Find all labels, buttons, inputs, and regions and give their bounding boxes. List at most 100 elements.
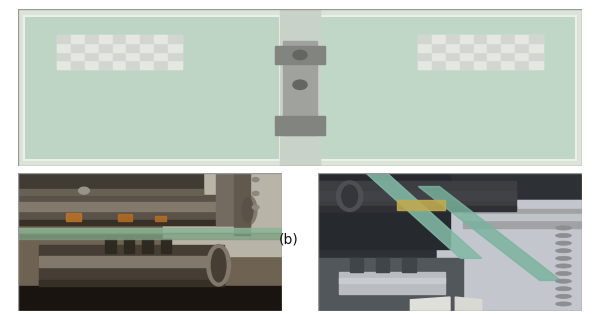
Bar [127,35,140,43]
Bar [529,60,542,69]
Bar [318,173,450,249]
Ellipse shape [293,50,307,60]
Bar [85,52,99,60]
Bar [58,52,71,60]
Bar [99,52,113,60]
Ellipse shape [556,294,571,298]
Bar [18,202,250,211]
Bar [473,60,487,69]
Bar [124,239,134,253]
Bar [280,9,320,166]
Bar [155,215,166,221]
Bar [65,213,82,221]
Bar [418,43,432,52]
Ellipse shape [556,226,571,230]
Bar [58,60,71,69]
Bar [501,52,515,60]
Bar [140,60,154,69]
Bar [216,173,248,225]
Bar [85,60,99,69]
Bar [515,35,529,43]
Bar [339,278,445,283]
Ellipse shape [337,181,363,211]
Polygon shape [397,200,445,210]
Ellipse shape [556,241,571,245]
Bar [418,60,432,69]
Bar [446,60,460,69]
Bar [275,116,325,135]
Bar [18,234,282,239]
Bar [501,35,515,43]
Ellipse shape [238,195,257,225]
Bar [515,43,529,52]
Bar [18,286,282,311]
Bar [113,60,127,69]
Bar [320,16,577,160]
Bar [515,52,529,60]
Bar [85,35,99,43]
Bar [18,228,282,234]
Ellipse shape [556,279,571,283]
Ellipse shape [211,249,226,282]
Bar [168,43,182,52]
Ellipse shape [242,198,253,222]
Bar [23,16,280,160]
Bar [275,46,325,64]
Bar [460,52,473,60]
Bar [23,16,280,160]
Bar [154,43,168,52]
Bar [142,239,152,253]
Bar [529,43,542,52]
Bar [18,173,203,195]
Ellipse shape [556,287,571,291]
Ellipse shape [342,185,358,207]
Bar [350,258,363,272]
Bar [58,35,71,43]
Bar [39,256,224,267]
Bar [501,43,515,52]
Bar [418,52,432,60]
Bar [432,35,446,43]
Polygon shape [418,187,561,280]
Bar [235,173,250,235]
Bar [418,35,542,69]
Bar [437,200,582,311]
Bar [446,52,460,60]
Ellipse shape [556,234,571,238]
Bar [99,35,113,43]
Ellipse shape [556,272,571,276]
Ellipse shape [252,191,259,196]
Bar [487,52,501,60]
Bar [127,52,140,60]
Bar [154,52,168,60]
Bar [18,220,250,225]
Bar [85,43,99,52]
Bar [283,41,317,135]
Bar [318,258,463,311]
Ellipse shape [556,256,571,260]
Bar [515,60,529,69]
Bar [161,239,171,253]
Bar [113,52,127,60]
Bar [71,35,85,43]
Bar [432,43,446,52]
Polygon shape [365,173,482,258]
Ellipse shape [252,177,259,182]
Bar [473,35,487,43]
Bar [71,52,85,60]
Bar [168,52,182,60]
Bar [460,60,473,69]
Text: (b): (b) [278,232,298,246]
Bar [99,60,113,69]
Bar [487,60,501,69]
Bar [318,206,516,211]
Bar [58,35,182,69]
Bar [140,35,154,43]
Bar [71,43,85,52]
Bar [418,35,432,43]
Bar [432,60,446,69]
Bar [58,43,71,52]
Bar [168,60,182,69]
Polygon shape [410,297,450,311]
Bar [140,52,154,60]
